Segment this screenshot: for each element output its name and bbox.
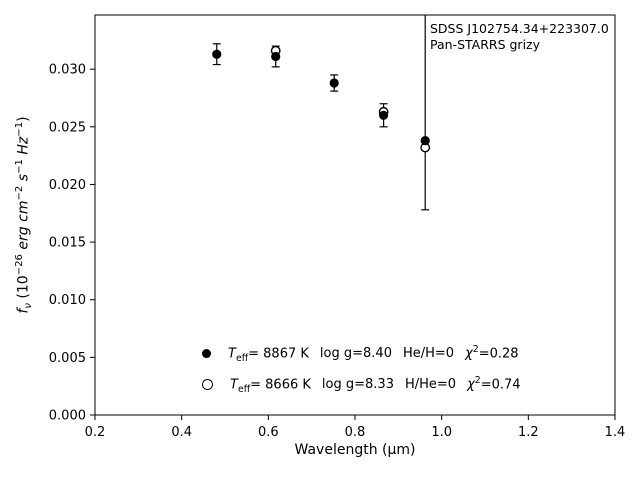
ylabel-exp1: −26	[13, 254, 25, 276]
y-axis-label: fν (10−26 erg cm−2 s−1 Hz−1)	[14, 116, 34, 313]
y-tick-label: 0.015	[49, 236, 86, 251]
ylabel-exp2: −2	[13, 185, 25, 201]
logg-value: log g=8.33	[321, 377, 394, 393]
x-tick-label: 0.4	[171, 425, 192, 440]
data-point-filled	[379, 110, 389, 120]
x-axis-label: Wavelength (μm)	[294, 442, 416, 458]
survey-label: Pan-STARRS grizy	[430, 37, 541, 52]
ylabel-unit1: erg cm	[15, 200, 32, 255]
flux-subscript: ν	[23, 303, 35, 309]
abundance-ratio: He/H=0	[402, 346, 455, 362]
data-point-filled	[271, 51, 281, 62]
ylabel-exp3: −1	[13, 159, 25, 174]
logg-value: log g=8.40	[319, 346, 392, 362]
x-tick-label: 0.8	[345, 425, 366, 440]
legend-entry-filled: Teff= 8867 K log g=8.40 He/H=0 χ2=0.28	[202, 344, 519, 364]
chi-exponent: 2	[474, 375, 481, 387]
teff-symbol: T	[228, 346, 236, 362]
legend-text-open: Teff= 8666 K log g=8.33 H/He=0 χ2=0.74	[230, 375, 521, 395]
x-tick-label: 1.4	[605, 425, 626, 440]
open-circle-marker	[202, 379, 213, 391]
abundance-ratio: H/He=0	[404, 377, 457, 393]
legend-text-filled: Teff= 8867 K log g=8.40 He/H=0 χ2=0.28	[228, 344, 519, 364]
ylabel-close: )	[15, 116, 32, 122]
data-point-filled	[420, 136, 430, 146]
object-name-label: SDSS J102754.34+223307.0	[430, 21, 609, 36]
teff-symbol: T	[230, 377, 238, 393]
chi-squared: χ	[467, 377, 475, 392]
chi-value: =0.74	[480, 377, 521, 393]
chi-value: =0.28	[478, 346, 519, 362]
ylabel-unit2: s	[15, 173, 32, 186]
x-tick-label: 1.2	[518, 425, 539, 440]
ylabel-exp4: −1	[13, 121, 25, 137]
teff-subscript: eff	[235, 352, 249, 364]
chi-symbol: χ	[465, 346, 473, 362]
teff-value: = 8666 K	[250, 377, 311, 393]
chi-exponent: 2	[472, 344, 479, 356]
x-tick-label: 0.6	[258, 425, 279, 440]
x-tick-label: 0.2	[85, 425, 106, 440]
y-tick-label: 0.000	[49, 409, 86, 424]
teff-value: = 8867 K	[248, 346, 309, 362]
data-point-filled	[212, 49, 222, 59]
chi-squared: χ	[465, 346, 473, 361]
x-tick-label: 1.0	[431, 425, 452, 440]
y-tick-label: 0.005	[49, 351, 86, 366]
ylabel-open: (10	[15, 275, 32, 304]
y-tick-label: 0.025	[49, 120, 86, 135]
ylabel-unit3: Hz	[15, 136, 32, 160]
data-point-filled	[329, 78, 339, 88]
chi-symbol: χ	[467, 377, 475, 393]
legend-entry-open: Teff= 8666 K log g=8.33 H/He=0 χ2=0.74	[202, 375, 521, 395]
y-tick-label: 0.030	[49, 63, 86, 78]
y-tick-label: 0.010	[49, 293, 86, 308]
annotation-block: SDSS J102754.34+223307.0 Pan-STARRS griz…	[430, 21, 609, 53]
teff-subscript: eff	[237, 383, 251, 395]
y-tick-label: 0.020	[49, 178, 86, 193]
flux-symbol: f	[15, 308, 32, 314]
filled-circle-marker	[202, 349, 211, 359]
